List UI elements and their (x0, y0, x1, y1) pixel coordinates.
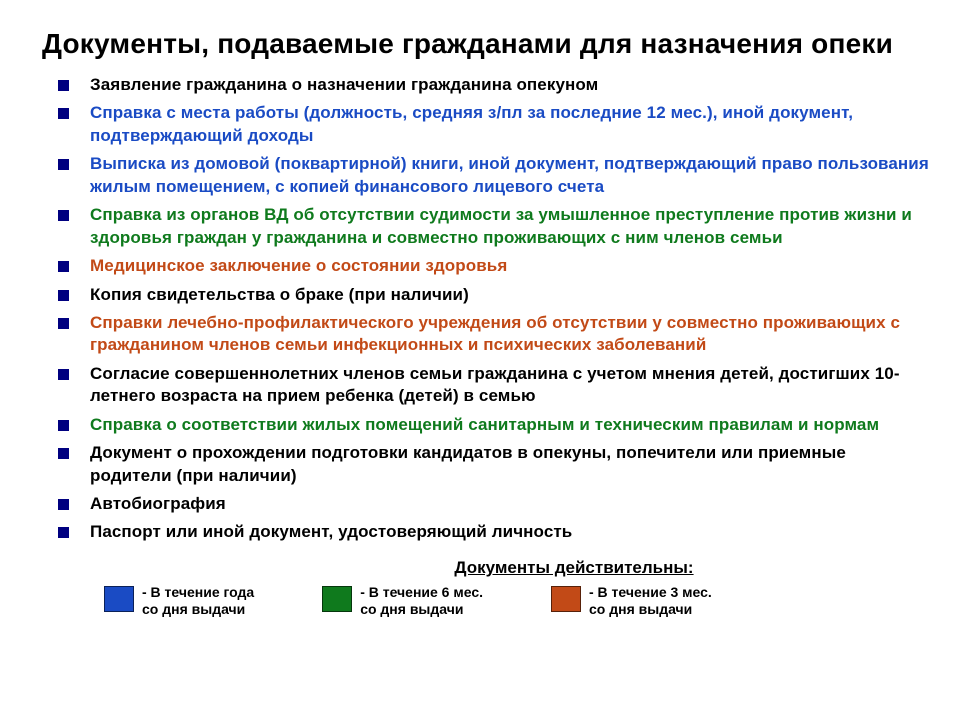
legend-item: - В течение 6 мес. со дня выдачи (322, 584, 483, 619)
legend-text: - В течение 6 мес. со дня выдачи (360, 584, 483, 619)
list-item: Копия свидетельства о браке (при наличии… (58, 284, 930, 306)
list-item: Автобиография (58, 493, 930, 515)
legend-swatch (104, 586, 134, 612)
legend-text: - В течение года со дня выдачи (142, 584, 254, 619)
slide: Документы, подаваемые гражданами для наз… (0, 0, 960, 720)
list-item: Справка с места работы (должность, средн… (58, 102, 930, 147)
legend-swatch (322, 586, 352, 612)
list-item: Документ о прохождении подготовки кандид… (58, 442, 930, 487)
legend-item: - В течение 3 мес. со дня выдачи (551, 584, 712, 619)
legend-title: Документы действительны: (218, 558, 930, 578)
legend-item: - В течение года со дня выдачи (104, 584, 254, 619)
document-list: Заявление гражданина о назначении гражда… (58, 74, 930, 544)
list-item: Выписка из домовой (поквартирной) книги,… (58, 153, 930, 198)
legend-text: - В течение 3 мес. со дня выдачи (589, 584, 712, 619)
list-item: Согласие совершеннолетних членов семьи г… (58, 363, 930, 408)
list-item: Справка из органов ВД об отсутствии суди… (58, 204, 930, 249)
legend: - В течение года со дня выдачи - В течени… (58, 584, 930, 619)
list-item: Заявление гражданина о назначении гражда… (58, 74, 930, 96)
legend-swatch (551, 586, 581, 612)
list-item: Справки лечебно-профилактического учрежд… (58, 312, 930, 357)
list-item: Справка о соответствии жилых помещений с… (58, 414, 930, 436)
list-item: Паспорт или иной документ, удостоверяющи… (58, 521, 930, 543)
page-title: Документы, подаваемые гражданами для наз… (42, 28, 930, 60)
list-item: Медицинское заключение о состоянии здоро… (58, 255, 930, 277)
